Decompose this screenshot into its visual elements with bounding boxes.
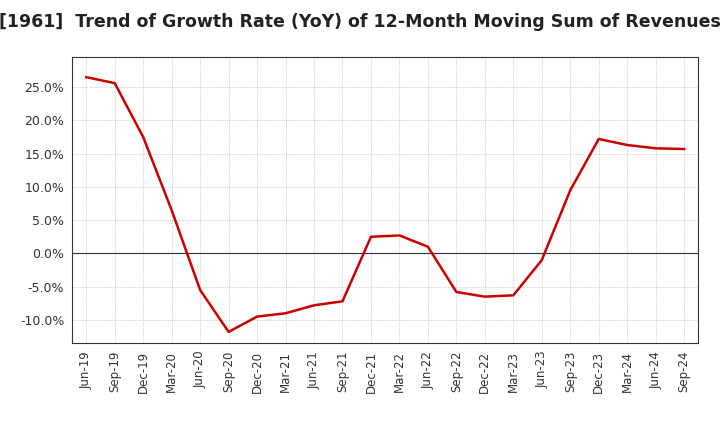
Text: [1961]  Trend of Growth Rate (YoY) of 12-Month Moving Sum of Revenues: [1961] Trend of Growth Rate (YoY) of 12-… (0, 13, 720, 31)
